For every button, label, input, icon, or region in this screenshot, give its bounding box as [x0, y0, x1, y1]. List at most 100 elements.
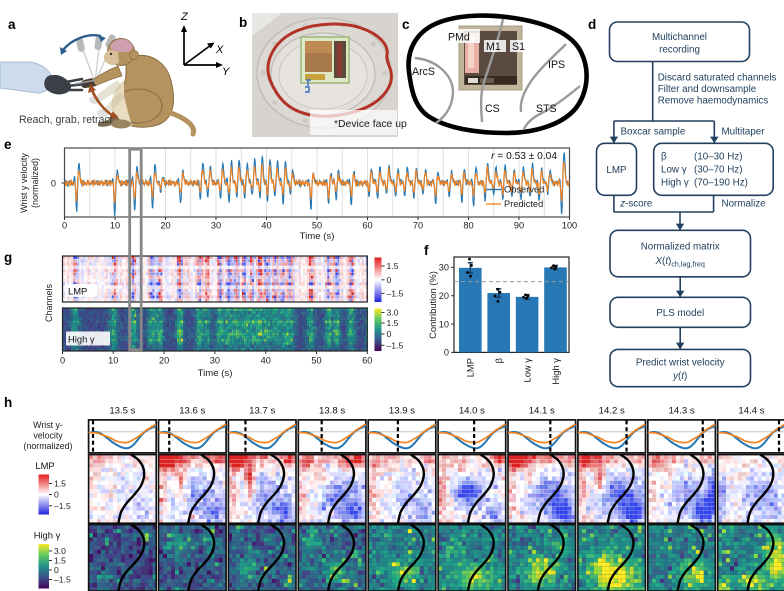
svg-text:13.8 s: 13.8 s — [319, 406, 345, 417]
svg-text:z-score: z-score — [619, 199, 653, 210]
svg-text:13.5 s: 13.5 s — [109, 406, 135, 417]
svg-text:LMP: LMP — [35, 460, 54, 471]
svg-text:Time (s): Time (s) — [300, 231, 335, 242]
svg-text:Predict wrist velocity: Predict wrist velocity — [636, 358, 725, 369]
svg-text:3.0: 3.0 — [54, 546, 66, 556]
svg-text:0: 0 — [54, 565, 59, 575]
svg-text:Normalized matrix: Normalized matrix — [641, 242, 720, 253]
svg-text:(30–70 Hz): (30–70 Hz) — [694, 165, 742, 176]
svg-text:13.9 s: 13.9 s — [389, 406, 415, 417]
svg-text:14.4 s: 14.4 s — [738, 406, 764, 417]
svg-text:90: 90 — [514, 221, 524, 231]
svg-text:Discard saturated channels: Discard saturated channels — [658, 73, 777, 84]
svg-text:β: β — [661, 152, 667, 163]
svg-text:X: X — [215, 44, 224, 56]
svg-text:STS: STS — [536, 103, 557, 115]
svg-text:1.5: 1.5 — [54, 556, 66, 566]
svg-text:recording: recording — [659, 45, 700, 56]
svg-text:Time (s): Time (s) — [198, 368, 233, 379]
svg-text:0: 0 — [51, 179, 56, 189]
svg-text:40: 40 — [261, 356, 271, 366]
svg-text:velocity: velocity — [33, 431, 63, 441]
svg-text:14.2 s: 14.2 s — [599, 406, 625, 417]
svg-text:10: 10 — [108, 356, 118, 366]
svg-text:13.6 s: 13.6 s — [179, 406, 205, 417]
svg-text:S1: S1 — [512, 41, 525, 53]
svg-text:40: 40 — [261, 221, 271, 231]
svg-text:Low γ: Low γ — [661, 165, 687, 176]
svg-text:X(t)ch,lag,freq: X(t)ch,lag,freq — [655, 256, 705, 269]
svg-text:High γ: High γ — [550, 358, 561, 385]
svg-text:(10–30 Hz): (10–30 Hz) — [694, 152, 742, 163]
svg-text:30: 30 — [211, 221, 221, 231]
svg-text:20: 20 — [439, 291, 449, 301]
svg-text:–1.5: –1.5 — [387, 340, 404, 350]
svg-text:14.0 s: 14.0 s — [459, 406, 485, 417]
svg-text:Predicted: Predicted — [504, 199, 543, 209]
svg-text:10: 10 — [110, 221, 120, 231]
svg-text:Boxcar sample: Boxcar sample — [621, 127, 686, 138]
svg-text:CS: CS — [485, 103, 500, 115]
svg-text:0: 0 — [444, 348, 449, 358]
svg-text:Multichannel: Multichannel — [652, 32, 707, 43]
svg-text:13.7 s: 13.7 s — [249, 406, 275, 417]
svg-text:0: 0 — [54, 490, 59, 500]
svg-text:PLS model: PLS model — [656, 308, 704, 319]
svg-text:0: 0 — [60, 356, 65, 366]
svg-text:(normalized): (normalized) — [24, 441, 73, 451]
svg-text:LMP: LMP — [465, 358, 476, 377]
svg-text:14.3 s: 14.3 s — [669, 406, 695, 417]
svg-text:Remove haemodynamics: Remove haemodynamics — [658, 96, 769, 107]
svg-text:ArcS: ArcS — [412, 66, 435, 78]
svg-text:60: 60 — [362, 221, 372, 231]
svg-text:IPS: IPS — [548, 59, 565, 71]
svg-text:High γ: High γ — [34, 530, 61, 541]
svg-text:Multitaper: Multitaper — [722, 127, 766, 138]
svg-text:70: 70 — [413, 221, 423, 231]
svg-text:M1: M1 — [486, 41, 501, 53]
svg-text:3.0: 3.0 — [387, 308, 399, 318]
svg-text:0: 0 — [387, 275, 392, 285]
svg-text:Normalize: Normalize — [722, 199, 767, 210]
svg-text:30: 30 — [439, 263, 449, 273]
svg-text:1.5: 1.5 — [387, 318, 399, 328]
svg-text:Channels: Channels — [44, 283, 54, 322]
svg-text:Filter and downsample: Filter and downsample — [658, 84, 757, 95]
svg-text:1.5: 1.5 — [387, 261, 399, 271]
svg-text:50: 50 — [312, 221, 322, 231]
svg-text:60: 60 — [362, 356, 372, 366]
svg-text:30: 30 — [210, 356, 220, 366]
svg-text:Z: Z — [180, 11, 189, 23]
svg-text:LMP: LMP — [68, 286, 87, 297]
svg-text:–1.5: –1.5 — [387, 288, 404, 298]
svg-text:20: 20 — [159, 356, 169, 366]
svg-text:β: β — [493, 357, 504, 363]
svg-text:(70–190 Hz): (70–190 Hz) — [694, 178, 748, 189]
svg-text:20: 20 — [160, 221, 170, 231]
svg-text:High γ: High γ — [661, 178, 689, 189]
svg-text:Reach, grab, retract: Reach, grab, retract — [19, 114, 113, 126]
svg-text:High γ: High γ — [68, 334, 95, 345]
svg-text:y(t): y(t) — [672, 371, 687, 382]
svg-text:–1.5: –1.5 — [54, 501, 71, 511]
svg-text:Observed: Observed — [504, 185, 544, 195]
svg-text:Wrist y-: Wrist y- — [33, 420, 63, 430]
svg-text:1.5: 1.5 — [54, 479, 66, 489]
svg-text:(normalized): (normalized) — [30, 158, 40, 208]
svg-text:50: 50 — [311, 356, 321, 366]
svg-text:Contribution (%): Contribution (%) — [427, 271, 438, 339]
svg-text:14.1 s: 14.1 s — [529, 406, 555, 417]
svg-text:Y: Y — [222, 66, 230, 78]
svg-text:*Device face up: *Device face up — [334, 119, 407, 130]
svg-text:0: 0 — [387, 329, 392, 339]
svg-text:100: 100 — [562, 221, 577, 231]
svg-text:–1.5: –1.5 — [54, 575, 71, 585]
svg-text:LMP: LMP — [606, 165, 627, 176]
svg-text:80: 80 — [463, 221, 473, 231]
svg-text:r = 0.53 ± 0.04: r = 0.53 ± 0.04 — [491, 151, 557, 162]
svg-text:10: 10 — [439, 319, 449, 329]
svg-text:Wrist y velocity: Wrist y velocity — [19, 153, 29, 213]
svg-text:0: 0 — [62, 221, 67, 231]
svg-text:PMd: PMd — [448, 32, 470, 44]
svg-text:Low γ: Low γ — [522, 358, 533, 383]
